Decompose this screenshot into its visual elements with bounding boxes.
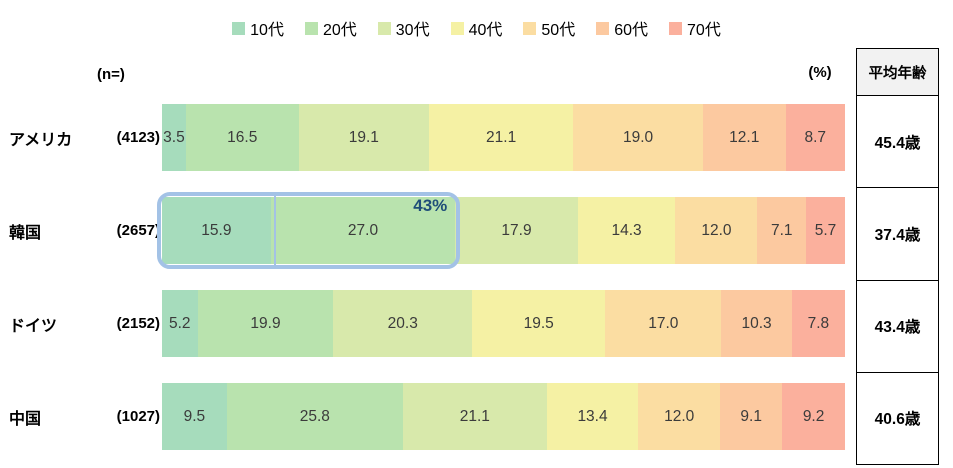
bar-segment-20代: 19.9 bbox=[197, 290, 334, 357]
bar-segment-30代: 21.1 bbox=[402, 383, 547, 450]
legend-swatch-icon bbox=[523, 21, 537, 35]
legend-swatch-icon bbox=[450, 21, 464, 35]
bar-segment-20代: 25.8 bbox=[226, 383, 403, 450]
legend-item-40代: 40代 bbox=[450, 16, 503, 40]
bar-segment-20代: 16.5 bbox=[185, 104, 299, 171]
legend-item-10代: 10代 bbox=[232, 16, 284, 40]
bar-segment-40代: 14.3 bbox=[577, 197, 676, 264]
bar-segment-10代: 15.9 bbox=[162, 197, 271, 264]
bar-segment-50代: 19.0 bbox=[573, 104, 703, 171]
average-age-value: 40.6歳 bbox=[874, 411, 921, 429]
percent-unit-label: (%) bbox=[808, 64, 832, 81]
legend-item-70代: 70代 bbox=[669, 16, 721, 40]
row-label-アメリカ: アメリカ bbox=[9, 131, 73, 149]
average-age-value: 45.4歳 bbox=[857, 96, 938, 189]
row-label-中国: 中国 bbox=[9, 410, 42, 428]
legend-item-50代: 50代 bbox=[523, 16, 575, 40]
legend-label: 40代 bbox=[468, 22, 503, 39]
bar-segment-70代: 5.7 bbox=[806, 197, 845, 264]
legend-label: 50代 bbox=[541, 22, 576, 39]
bar-segment-70代: 7.8 bbox=[791, 290, 846, 357]
row-sample-size: (4123) bbox=[116, 129, 160, 146]
bar-segment-30代: 19.1 bbox=[298, 104, 430, 171]
bar-segment-60代: 12.1 bbox=[702, 104, 786, 171]
bar-segment-50代: 17.0 bbox=[605, 290, 722, 357]
bar-segment-70代: 8.7 bbox=[785, 104, 845, 171]
legend-swatch-icon bbox=[669, 21, 683, 35]
stacked-bar-韓国: 15.9 27.0 17.9 14.3 12.0 7.1 5.7 bbox=[162, 197, 845, 264]
bar-segment-60代: 7.1 bbox=[757, 197, 807, 264]
legend-label: 70代 bbox=[687, 22, 721, 39]
legend-label: 60代 bbox=[614, 22, 649, 39]
bar-segment-30代: 20.3 bbox=[333, 290, 473, 357]
legend-swatch-icon bbox=[596, 21, 610, 35]
bar-segment-50代: 12.0 bbox=[638, 383, 721, 450]
bar-segment-40代: 21.1 bbox=[429, 104, 574, 171]
legend-item-30代: 30代 bbox=[377, 16, 430, 40]
bar-segment-30代: 17.9 bbox=[455, 197, 578, 264]
stacked-bar-中国: 9.5 25.8 21.1 13.4 12.0 9.1 9.2 bbox=[162, 383, 845, 450]
bar-segment-40代: 19.5 bbox=[472, 290, 606, 357]
bar-segment-20代: 27.0 bbox=[270, 197, 456, 264]
stacked-bar-アメリカ: 3.5 16.5 19.1 21.1 19.0 12.1 8.7 bbox=[162, 104, 845, 171]
average-age-header: 平均年齢 bbox=[857, 49, 938, 96]
bar-segment-60代: 10.3 bbox=[721, 290, 792, 357]
bar-segment-50代: 12.0 bbox=[675, 197, 758, 264]
bar-segment-60代: 9.1 bbox=[720, 383, 783, 450]
legend-label: 10代 bbox=[250, 22, 284, 39]
average-age-table: 平均年齢 45.4歳 37.4歳 43.4歳 40.6歳 bbox=[856, 48, 939, 465]
legend-swatch-icon bbox=[377, 21, 391, 35]
legend-item-60代: 60代 bbox=[596, 16, 648, 40]
legend-swatch-icon bbox=[232, 21, 246, 35]
legend-label: 30代 bbox=[395, 22, 430, 39]
legend-swatch-icon bbox=[304, 21, 318, 35]
bar-segment-70代: 9.2 bbox=[782, 383, 845, 450]
legend-label: 20代 bbox=[322, 22, 357, 39]
row-sample-size: (2657) bbox=[116, 222, 160, 239]
stacked-bar-ドイツ: 5.2 19.9 20.3 19.5 17.0 10.3 7.8 bbox=[162, 290, 846, 357]
row-label-ドイツ: ドイツ bbox=[9, 317, 58, 335]
row-label-韓国: 韓国 bbox=[9, 224, 42, 242]
n-column-header: (n=) bbox=[97, 66, 125, 83]
row-sample-size: (1027) bbox=[116, 408, 160, 425]
average-age-cells: 45.4歳 37.4歳 43.4歳 40.6歳 bbox=[857, 96, 938, 464]
legend-item-20代: 20代 bbox=[304, 16, 357, 40]
average-age-value: 37.4歳 bbox=[857, 188, 938, 281]
bar-segment-10代: 5.2 bbox=[162, 290, 198, 357]
bar-segment-10代: 9.5 bbox=[162, 383, 227, 450]
average-age-value: 43.4歳 bbox=[857, 281, 938, 373]
bar-segment-40代: 13.4 bbox=[546, 383, 639, 450]
bar-segment-10代: 3.5 bbox=[162, 104, 186, 171]
row-sample-size: (2152) bbox=[116, 315, 160, 332]
legend: 10代 20代 30代 40代 50代 60代 70代 bbox=[0, 16, 953, 40]
